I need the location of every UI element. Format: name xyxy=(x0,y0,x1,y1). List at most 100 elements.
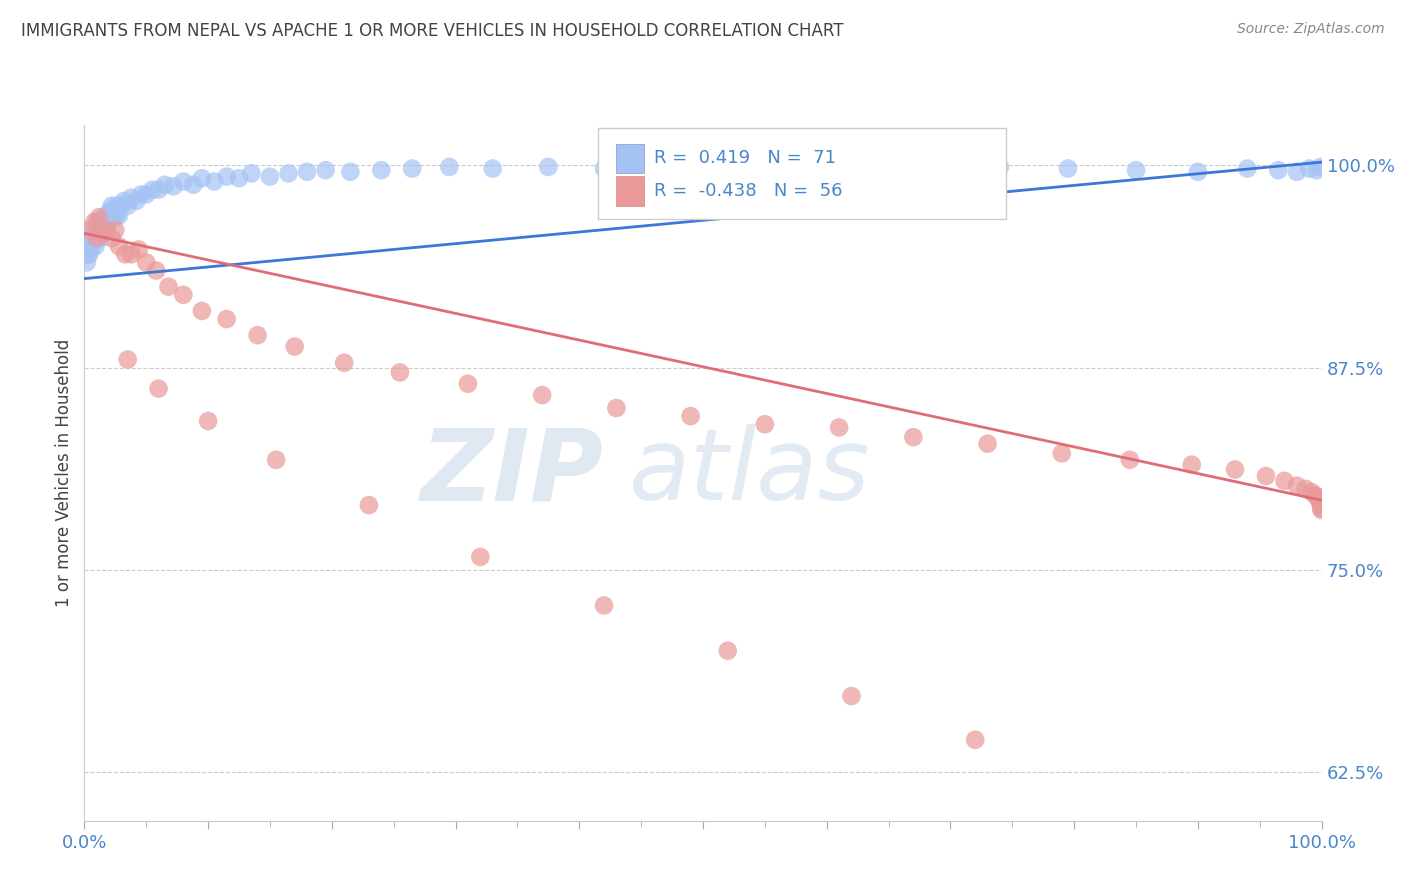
Text: Source: ZipAtlas.com: Source: ZipAtlas.com xyxy=(1237,22,1385,37)
Point xyxy=(1306,490,1329,504)
Point xyxy=(988,160,1011,174)
Point xyxy=(965,732,987,747)
Point xyxy=(259,169,281,184)
Point xyxy=(197,414,219,428)
Point xyxy=(1285,479,1308,493)
Legend: Immigrants from Nepal, Apache: Immigrants from Nepal, Apache xyxy=(508,886,898,892)
Point xyxy=(125,194,148,208)
Point xyxy=(93,210,115,224)
Point xyxy=(104,223,127,237)
Point xyxy=(120,191,142,205)
Point xyxy=(439,160,461,174)
Point xyxy=(97,207,120,221)
Point xyxy=(202,174,225,188)
Point xyxy=(655,160,678,174)
Point xyxy=(1309,160,1331,174)
Point xyxy=(94,215,117,229)
Point xyxy=(96,219,118,234)
Point xyxy=(191,171,214,186)
Point xyxy=(1301,485,1323,500)
Point xyxy=(105,199,128,213)
Point xyxy=(129,187,152,202)
Point xyxy=(537,160,560,174)
Point xyxy=(86,215,108,229)
Point xyxy=(457,376,479,391)
Point xyxy=(89,231,111,245)
Point xyxy=(481,161,503,176)
Point xyxy=(87,223,110,237)
Point xyxy=(145,263,167,277)
Point xyxy=(91,223,114,237)
Point xyxy=(98,210,121,224)
Point xyxy=(357,498,380,512)
Point xyxy=(153,178,176,192)
Point xyxy=(117,352,139,367)
Point xyxy=(1274,474,1296,488)
Point xyxy=(79,247,101,261)
Point xyxy=(79,231,101,245)
Y-axis label: 1 or more Vehicles in Household: 1 or more Vehicles in Household xyxy=(55,339,73,607)
Point xyxy=(339,165,361,179)
Text: ZIP: ZIP xyxy=(420,425,605,521)
Point xyxy=(101,207,124,221)
Point xyxy=(228,171,250,186)
Point xyxy=(120,247,142,261)
Point xyxy=(112,194,135,208)
Point xyxy=(717,161,740,176)
Point xyxy=(852,163,875,178)
Point xyxy=(315,163,337,178)
Point xyxy=(1308,493,1330,508)
Point xyxy=(162,179,184,194)
Point xyxy=(679,409,702,424)
Point xyxy=(295,165,318,179)
Point xyxy=(82,231,104,245)
Point xyxy=(1305,163,1327,178)
Point xyxy=(1181,458,1204,472)
Point xyxy=(148,183,170,197)
Point xyxy=(277,166,299,180)
Point xyxy=(172,174,194,188)
Point xyxy=(84,239,107,253)
Text: atlas: atlas xyxy=(628,425,870,521)
Point xyxy=(157,279,180,293)
Point xyxy=(80,239,103,253)
Point xyxy=(107,205,129,219)
Point xyxy=(754,417,776,432)
Point xyxy=(1254,469,1277,483)
Point xyxy=(903,430,925,444)
Point xyxy=(114,247,136,261)
Point xyxy=(79,223,101,237)
Point xyxy=(1187,165,1209,179)
Point xyxy=(215,312,238,326)
Point xyxy=(370,163,392,178)
Point xyxy=(108,209,131,223)
Point xyxy=(388,366,411,380)
Point xyxy=(785,160,807,174)
Point xyxy=(828,420,851,434)
Point xyxy=(89,210,111,224)
Point xyxy=(104,210,127,224)
Point xyxy=(108,239,131,253)
Point xyxy=(921,161,943,176)
Point xyxy=(90,227,112,241)
Point xyxy=(1119,452,1142,467)
Point xyxy=(215,169,238,184)
Point xyxy=(240,166,263,180)
Point xyxy=(91,227,114,241)
Point xyxy=(1050,446,1073,460)
Point xyxy=(531,388,554,402)
Point xyxy=(100,231,122,245)
Point xyxy=(333,356,356,370)
Point xyxy=(1298,161,1320,176)
Point xyxy=(976,436,998,450)
Point xyxy=(141,183,163,197)
Point xyxy=(98,203,121,218)
Point xyxy=(1057,161,1080,176)
Point xyxy=(89,215,111,229)
Point xyxy=(1295,482,1317,496)
Point xyxy=(128,243,150,257)
Point xyxy=(284,340,307,354)
Point xyxy=(83,223,105,237)
Point xyxy=(148,382,170,396)
Point xyxy=(1236,161,1258,176)
